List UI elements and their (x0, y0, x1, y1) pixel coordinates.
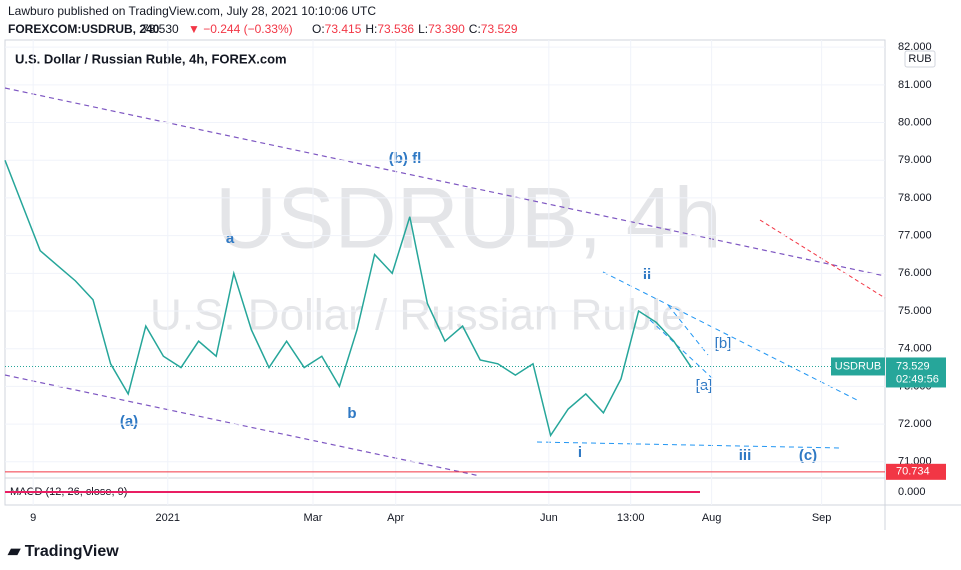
currency: RUB (908, 53, 931, 65)
symbol-badge (831, 357, 885, 376)
change: ▼ −0.244 (−0.33%) (188, 22, 293, 36)
ohlc-value: 73.415 (325, 22, 362, 36)
y-tick-label: 80.000 (898, 116, 932, 128)
annotation: i (578, 444, 582, 461)
x-tick-label: Apr (387, 512, 404, 524)
ohlc-key: H: (365, 22, 377, 36)
alert-badge-value: 70.734 (896, 466, 930, 478)
price-badge-countdown: 02:49:56 (896, 373, 939, 385)
y-tick-label: 78.000 (898, 192, 932, 204)
annotation: ii (643, 266, 651, 283)
price-line (4, 159, 693, 438)
y-tick-label: 82.000 (898, 41, 932, 53)
chart-title: U.S. Dollar / Russian Ruble, 4h, FOREX.c… (15, 51, 287, 66)
x-tick-label: 2021 (156, 512, 180, 524)
ohlc-value: 73.390 (428, 22, 465, 36)
pane-border (4, 39, 886, 506)
brand-text: TradingView (25, 543, 120, 560)
watermark: U.S. Dollar / Russian Ruble (150, 291, 686, 340)
price: 73.530 (142, 22, 179, 36)
annotation: iii (739, 447, 752, 464)
watermark: USDRUB, 4h (215, 171, 722, 267)
published-line: Lawburo published on TradingView.com, Ju… (8, 4, 376, 18)
x-tick-label: Aug (702, 512, 722, 524)
y-tick-label: 72.000 (898, 418, 932, 430)
ohlc-value: 73.529 (481, 22, 518, 36)
ohlc-key: O: (312, 22, 325, 36)
annotation: (c) (799, 447, 817, 464)
red-trend-line (759, 219, 886, 299)
x-tick-label: 9 (30, 512, 36, 524)
ohlc-value: 73.536 (377, 22, 414, 36)
trend-lines (4, 87, 886, 477)
wave-lines (536, 271, 858, 449)
price-badge (886, 357, 946, 388)
annotation: (b) fl (389, 150, 421, 167)
x-tick-label: 13:00 (617, 512, 645, 524)
price-badge-value: 73.529 (896, 360, 930, 372)
alert-badge (886, 463, 946, 480)
annotation: [b] (715, 335, 732, 352)
x-tick-label: Mar (304, 512, 323, 524)
symbol: FOREXCOM:USDRUB, 240 (8, 22, 160, 36)
annotation: [a] (696, 377, 713, 394)
y-tick-label: 74.000 (898, 343, 932, 355)
ohlc: O: 73.415 H: 73.536 L: 73.390 C: 73.529 (312, 22, 518, 36)
x-tick-label: Jun (540, 512, 558, 524)
macd-tick-label: 0.000 (898, 486, 926, 498)
currency-box (904, 50, 936, 68)
y-tick-label: 77.000 (898, 230, 932, 242)
annotation: a (226, 230, 235, 247)
symbol-badge-text: USDRUB (835, 360, 881, 372)
ohlc-key: C: (469, 22, 481, 36)
x-tick-label: Sep (812, 512, 832, 524)
brand: ▰ TradingView (7, 543, 119, 560)
annotation: (a) (120, 413, 138, 430)
y-tick-label: 81.000 (898, 79, 932, 91)
y-tick-label: 76.000 (898, 267, 932, 279)
ohlc-key: L: (418, 22, 428, 36)
annotation: b (347, 405, 356, 422)
y-tick-label: 79.000 (898, 154, 932, 166)
y-tick-label: 75.000 (898, 305, 932, 317)
